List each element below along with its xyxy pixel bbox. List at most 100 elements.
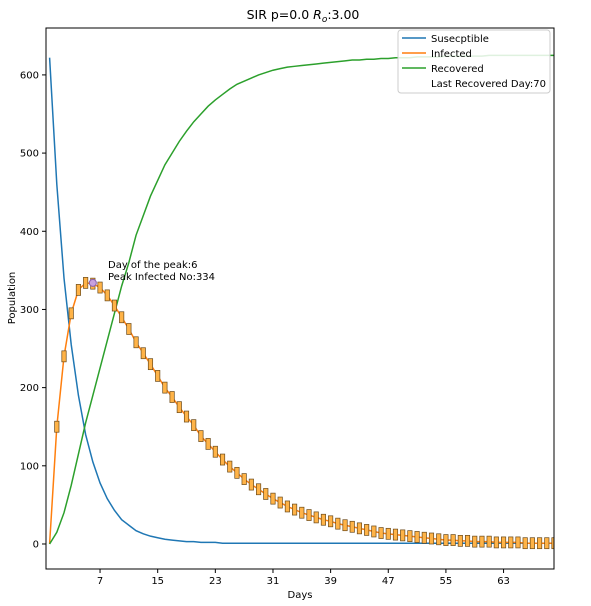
chart-title-sub: o	[322, 15, 328, 25]
chart-title-r: R	[313, 7, 322, 22]
infected-marker	[515, 536, 521, 549]
infected-marker	[176, 401, 182, 414]
infected-marker	[544, 537, 550, 550]
chart-title: SIR p=0.0 Ro:3.00	[247, 7, 360, 25]
infected-marker	[486, 535, 492, 548]
infected-marker	[508, 536, 514, 549]
infected-marker	[263, 488, 269, 500]
plot-inner	[48, 54, 554, 550]
infected-marker	[364, 524, 370, 536]
infected-marker	[421, 531, 427, 544]
infected-marker	[501, 536, 507, 549]
infected-marker	[169, 391, 175, 403]
x-tick-label: 55	[440, 576, 453, 587]
y-tick-label: 300	[20, 305, 39, 316]
peak-annotation-line2: Peak Infected No:334	[108, 272, 215, 283]
infected-marker	[256, 483, 262, 496]
x-tick-label: 47	[382, 576, 395, 587]
infected-marker	[428, 532, 435, 545]
infected-marker	[342, 519, 348, 532]
infected-marker	[479, 535, 485, 548]
infected-marker	[392, 528, 399, 541]
infected-marker	[133, 336, 139, 349]
infected-marker	[227, 460, 233, 473]
y-axis-label: Population	[7, 272, 18, 325]
infected-marker	[54, 420, 60, 433]
infected-marker	[104, 289, 110, 302]
legend-label-susceptible: Susecptible	[431, 34, 489, 45]
infected-marker	[119, 311, 125, 324]
infected-marker	[320, 513, 326, 526]
infected-marker	[335, 517, 341, 530]
chart-title-value: :3.00	[327, 7, 359, 22]
infected-marker	[299, 506, 305, 519]
series-line-susecptible	[48, 57, 554, 544]
y-tick-label: 500	[20, 149, 39, 160]
series-line-infected	[48, 282, 554, 545]
infected-marker	[111, 299, 118, 312]
infected-marker	[349, 520, 355, 533]
infected-marker	[436, 533, 442, 546]
infected-marker	[529, 537, 535, 550]
infected-marker	[537, 537, 543, 550]
x-tick-label: 23	[209, 576, 222, 587]
infected-marker	[472, 535, 478, 548]
peak-marker	[88, 278, 97, 287]
infected-marker	[277, 496, 283, 509]
infected-marker	[97, 281, 103, 294]
y-tick-label: 200	[20, 383, 39, 394]
infected-marker	[414, 531, 420, 543]
y-tick-label: 400	[20, 227, 39, 238]
infected-marker	[378, 527, 384, 539]
infected-marker	[198, 430, 204, 442]
infected-marker	[328, 515, 334, 528]
infected-marker	[522, 537, 528, 550]
legend-box	[397, 29, 551, 94]
infected-marker	[83, 277, 89, 289]
x-tick-label: 31	[267, 576, 280, 587]
infected-marker	[205, 438, 211, 450]
legend-label-infected: Infected	[431, 49, 472, 60]
infected-marker	[270, 492, 276, 505]
infected-marker	[234, 466, 240, 479]
infected-marker	[443, 534, 449, 546]
infected-marker	[219, 453, 226, 466]
infected-marker	[306, 509, 312, 521]
legend-last-recovered-day: Last Recovered Day:70	[431, 79, 546, 90]
x-axis: 7 15 23 31 39 47 55 63	[97, 569, 510, 587]
x-tick-label: 39	[324, 576, 337, 587]
infected-marker	[126, 323, 132, 335]
infected-marker	[457, 535, 463, 547]
chart-title-main: SIR p=0.0	[247, 7, 314, 22]
infected-marker	[450, 534, 456, 546]
infected-marker	[191, 419, 197, 431]
infected-marker	[75, 284, 81, 296]
legend: Susecptible Infected Recovered Last Reco…	[397, 29, 551, 94]
infected-marker	[68, 307, 74, 320]
plot-frame	[45, 27, 555, 570]
infected-marker	[147, 358, 154, 371]
y-tick-label: 100	[20, 461, 39, 472]
infected-marker	[248, 478, 254, 491]
infected-marker	[313, 511, 319, 524]
x-tick-label: 63	[497, 576, 510, 587]
infected-marker	[292, 503, 298, 516]
y-tick-label: 0	[33, 539, 39, 550]
infected-marker	[385, 527, 391, 540]
infected-marker	[356, 522, 363, 535]
x-tick-label: 15	[151, 576, 164, 587]
infected-marker	[407, 530, 413, 543]
legend-label-recovered: Recovered	[431, 64, 484, 75]
infected-marker	[140, 347, 146, 360]
y-axis: 0 100 200 300 400 500 600	[20, 70, 46, 550]
infected-marker	[400, 529, 406, 542]
infected-marker	[464, 535, 471, 547]
x-axis-label: Days	[288, 590, 313, 601]
infected-marker	[162, 381, 168, 394]
infected-marker	[61, 350, 67, 363]
infected-marker	[493, 536, 499, 549]
infected-marker	[241, 473, 247, 485]
infected-marker	[155, 370, 161, 382]
infected-marker	[183, 410, 190, 423]
